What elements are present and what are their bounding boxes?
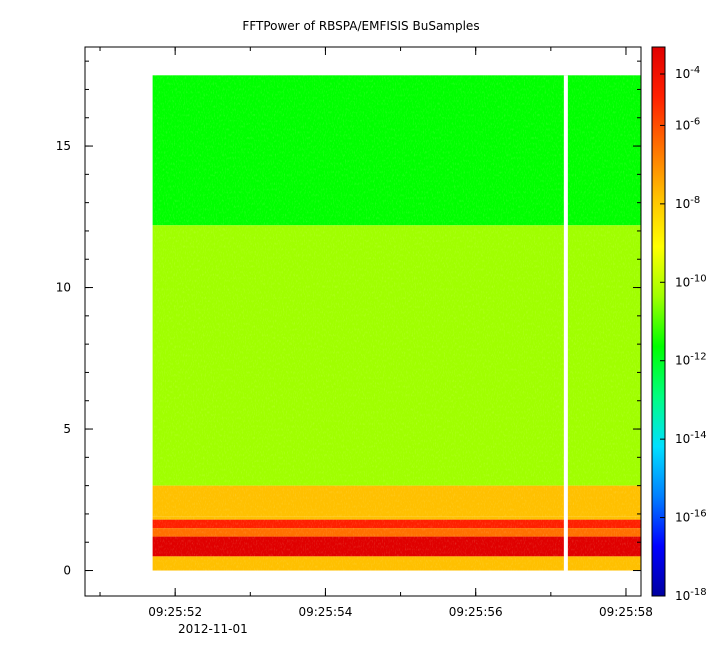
x-tick-label: 09:25:58 (599, 605, 653, 619)
colorbar-tick-label: 10-14 (675, 430, 707, 446)
colorbar-tick-label: 10-8 (675, 195, 700, 211)
colorbar-axis: 10-4 10-6 10-8 10-10 10-12 10-14 10-16 10-18 (660, 65, 707, 603)
x-tick-label: 09:25:54 (298, 605, 352, 619)
colorbar-tick-label: 10-12 (675, 352, 707, 368)
x-tick-label: 09:25:56 (449, 605, 503, 619)
x-axis: 09:25:52 09:25:54 09:25:56 09:25:58 (99, 47, 653, 619)
y-tick-label: 15 (56, 139, 71, 153)
colorbar-tick-label: 10-18 (675, 587, 707, 603)
y-tick-label: 10 (56, 281, 71, 295)
colorbar-tick-label: 10-16 (675, 509, 707, 525)
plot-frame (84, 46, 642, 597)
colorbar (651, 46, 666, 597)
data-gap-line (563, 75, 568, 571)
y-tick-label: 5 (63, 422, 71, 436)
y-tick-label: 0 (63, 564, 71, 578)
x-date-label: 2012-11-01 (178, 622, 248, 636)
x-tick-label: 09:25:52 (148, 605, 202, 619)
chart-title: FFTPower of RBSPA/EMFISIS BuSamples (242, 19, 479, 33)
data-gap (563, 75, 568, 571)
colorbar-tick-label: 10-4 (675, 65, 700, 81)
colorbar-tick-label: 10-6 (675, 116, 700, 132)
y-axis: 0 5 10 15 (56, 60, 641, 578)
colorbar-tick-label: 10-10 (675, 273, 707, 289)
noise-texture (154, 72, 641, 571)
